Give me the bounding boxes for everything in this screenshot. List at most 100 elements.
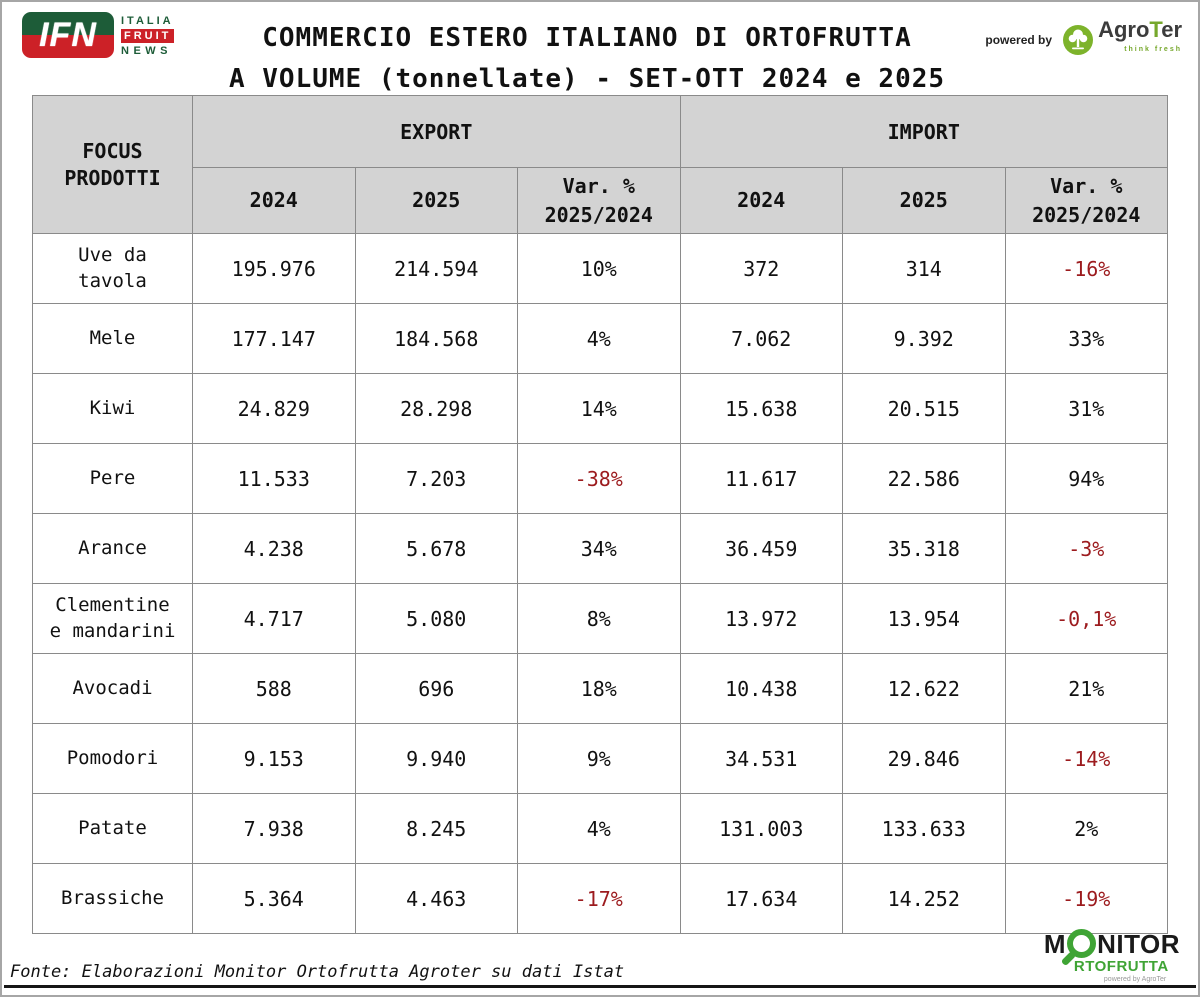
import-var-header: Var. % 2025/2024 xyxy=(1004,167,1168,234)
ifn-acronym: IFN xyxy=(39,15,97,54)
trade-table: FOCUS PRODOTTI EXPORT IMPORT 2024 2025 V… xyxy=(32,95,1168,934)
import-var-cell: -19% xyxy=(1004,863,1168,934)
export-var-header: Var. % 2025/2024 xyxy=(517,167,681,234)
monitor-nitor: NITOR xyxy=(1097,928,1180,959)
product-cell: Avocadi xyxy=(32,653,193,724)
import-var-cell: 2% xyxy=(1004,793,1168,864)
export-2025-cell: 7.203 xyxy=(354,443,518,514)
import-var-cell: -0,1% xyxy=(1004,583,1168,654)
import-2025-cell: 14.252 xyxy=(842,863,1006,934)
product-cell: Patate xyxy=(32,793,193,864)
table-row: Pere 11.533 7.203 -38% 11.617 22.586 94% xyxy=(32,443,1168,514)
ortofrutta-wordmark: RTOFRUTTA xyxy=(1073,958,1169,975)
import-var-cell: -14% xyxy=(1004,723,1168,794)
export-2024-cell: 7.938 xyxy=(192,793,356,864)
header-left-slot: IFN ITALIA FRUIT NEWS xyxy=(22,12,202,58)
export-var-cell: 4% xyxy=(517,793,681,864)
product-cell: Clementine e mandarini xyxy=(32,583,193,654)
import-var-cell: -16% xyxy=(1004,233,1168,304)
import-2025-cell: 314 xyxy=(842,233,1006,304)
export-2024-cell: 5.364 xyxy=(192,863,356,934)
import-2025-cell: 22.586 xyxy=(842,443,1006,514)
agroter-name-suffix: er xyxy=(1161,17,1182,42)
product-cell: Kiwi xyxy=(32,373,193,444)
import-var-cell: 33% xyxy=(1004,303,1168,374)
import-var-cell: 94% xyxy=(1004,443,1168,514)
export-2025-cell: 9.940 xyxy=(354,723,518,794)
ifn-fruit-label: FRUIT xyxy=(121,29,175,43)
agroter-logo: powered by AgroTer think fresh xyxy=(985,17,1182,60)
export-var-cell: 18% xyxy=(517,653,681,724)
monitor-wordmark: M NITOR xyxy=(1044,929,1180,958)
import-var-cell: 31% xyxy=(1004,373,1168,444)
export-var-cell: 10% xyxy=(517,233,681,304)
table-sub-header-row: 2024 2025 Var. % 2025/2024 2024 2025 Var… xyxy=(33,167,1168,234)
import-2024-header: 2024 xyxy=(679,167,843,234)
agroter-tree-icon xyxy=(1063,25,1094,55)
import-2024-cell: 10.438 xyxy=(679,653,843,724)
import-var-cell: -3% xyxy=(1004,513,1168,584)
source-note: Fonte: Elaborazioni Monitor Ortofrutta A… xyxy=(10,962,625,982)
import-2024-cell: 34.531 xyxy=(679,723,843,794)
export-var-cell: 34% xyxy=(517,513,681,584)
table-group-header-row: FOCUS PRODOTTI EXPORT IMPORT xyxy=(32,95,1168,234)
import-2025-cell: 9.392 xyxy=(842,303,1006,374)
export-var-cell: 8% xyxy=(517,583,681,654)
import-2025-cell: 35.318 xyxy=(842,513,1006,584)
table-row: Avocadi 588 696 18% 10.438 12.622 21% xyxy=(32,653,1168,724)
header-right-slot: powered by AgroTer think fresh xyxy=(972,12,1182,60)
monitor-m: M xyxy=(1043,928,1067,959)
agroter-name: AgroTer think fresh xyxy=(1098,17,1182,60)
export-2024-cell: 4.717 xyxy=(192,583,356,654)
export-var-cell: 4% xyxy=(517,303,681,374)
product-cell: Uve da tavola xyxy=(32,233,193,304)
product-cell: Mele xyxy=(32,303,193,374)
import-2024-cell: 15.638 xyxy=(679,373,843,444)
export-2025-cell: 5.080 xyxy=(354,583,518,654)
import-2025-header: 2025 xyxy=(842,167,1006,234)
ifn-badge: IFN xyxy=(22,12,114,58)
monitor-powered-by: powered by AgroTer xyxy=(1103,976,1167,983)
agroter-name-accent: T xyxy=(1149,17,1162,42)
export-2024-cell: 11.533 xyxy=(192,443,356,514)
magnifier-icon xyxy=(1067,929,1097,958)
export-var-cell: 14% xyxy=(517,373,681,444)
import-2024-cell: 372 xyxy=(679,233,843,304)
export-2025-cell: 8.245 xyxy=(354,793,518,864)
export-group-header: EXPORT xyxy=(192,95,681,168)
export-2025-cell: 4.463 xyxy=(354,863,518,934)
export-var-cell: -38% xyxy=(517,443,681,514)
header-bar: IFN ITALIA FRUIT NEWS COMMERCIO ESTERO I… xyxy=(2,2,1198,94)
import-2024-cell: 36.459 xyxy=(679,513,843,584)
export-2024-cell: 9.153 xyxy=(192,723,356,794)
import-2024-cell: 7.062 xyxy=(679,303,843,374)
ifn-logo: IFN ITALIA FRUIT NEWS xyxy=(22,12,202,58)
export-2025-cell: 5.678 xyxy=(354,513,518,584)
product-cell: Arance xyxy=(32,513,193,584)
export-2025-header: 2025 xyxy=(354,167,518,234)
footer: Fonte: Elaborazioni Monitor Ortofrutta A… xyxy=(10,929,1184,983)
table-row: Brassiche 5.364 4.463 -17% 17.634 14.252… xyxy=(32,863,1168,934)
import-group-header: IMPORT xyxy=(679,95,1168,168)
agroter-name-prefix: Agro xyxy=(1098,17,1150,42)
export-2024-cell: 195.976 xyxy=(192,233,356,304)
export-2025-cell: 696 xyxy=(354,653,518,724)
product-cell: Brassiche xyxy=(32,863,193,934)
page-title-line2: A VOLUME (tonnellate) - SET-OTT 2024 e 2… xyxy=(228,64,946,94)
import-2025-cell: 29.846 xyxy=(842,723,1006,794)
agroter-mark: AgroTer think fresh xyxy=(1062,17,1182,60)
import-2025-cell: 20.515 xyxy=(842,373,1006,444)
page-title-line1: COMMERCIO ESTERO ITALIANO DI ORTOFRUTTA xyxy=(262,23,912,53)
import-2024-cell: 131.003 xyxy=(679,793,843,864)
table-row: Arance 4.238 5.678 34% 36.459 35.318 -3% xyxy=(32,513,1168,584)
table-row: Patate 7.938 8.245 4% 131.003 133.633 2% xyxy=(32,793,1168,864)
export-2025-cell: 214.594 xyxy=(354,233,518,304)
export-2024-header: 2024 xyxy=(192,167,356,234)
ifn-italia-label: ITALIA xyxy=(121,15,174,27)
export-2025-cell: 28.298 xyxy=(354,373,518,444)
export-2024-cell: 588 xyxy=(192,653,356,724)
monitor-ortofrutta-logo: M NITOR RTOFRUTTA powered by AgroTer xyxy=(1044,929,1184,983)
agroter-tagline: think fresh xyxy=(1124,46,1182,53)
product-cell: Pere xyxy=(32,443,193,514)
